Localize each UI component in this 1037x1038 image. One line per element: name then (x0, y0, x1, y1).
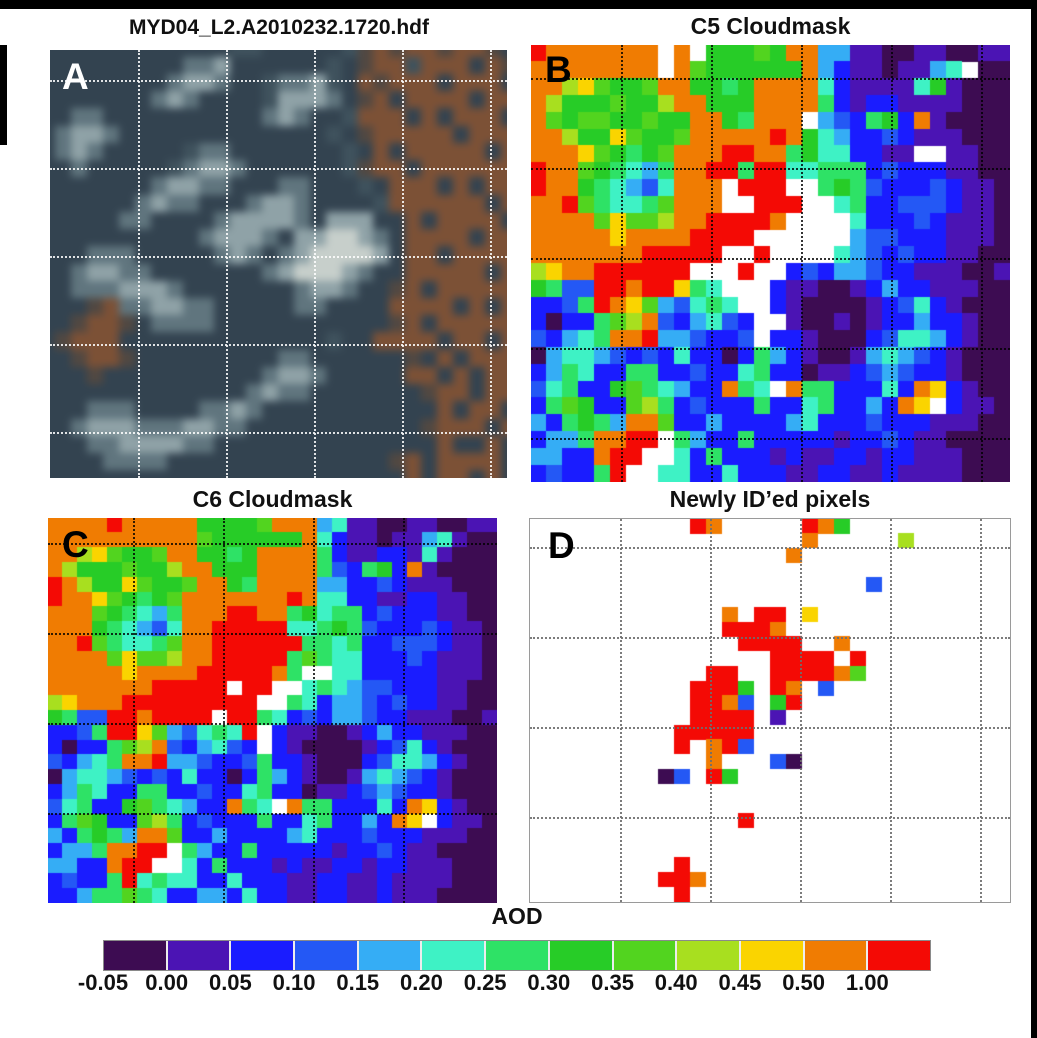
colorbar-segment (167, 941, 232, 970)
colorbar-tick-label: 1.00 (845, 970, 889, 995)
graticule-vline (133, 518, 135, 903)
panel-b-c5-cloudmask-map: B (531, 45, 1010, 482)
colorbar-tick-label: 0.20 (400, 970, 443, 995)
graticule-vline (313, 518, 315, 903)
panel-b-aod-canvas (531, 45, 1010, 482)
graticule-hline (531, 438, 1010, 440)
colorbar-segment (740, 941, 805, 970)
colorbar-tick-label: -0.05 (77, 970, 129, 995)
graticule-hline (530, 547, 1010, 549)
graticule-hline (48, 723, 497, 725)
graticule-hline (531, 168, 1010, 170)
panel-b-title: C5 Cloudmask (690, 13, 851, 39)
graticule-hline (530, 727, 1010, 729)
colorbar-tick-labels: -0.05 0.00 0.05 0.10 0.15 0.20 0.25 0.30 0.35 0.4… (0, 970, 1037, 1002)
graticule-hline (48, 813, 497, 815)
panel-a-satellite-canvas (50, 50, 507, 478)
colorbar-tick-label: 0.50 (782, 970, 826, 995)
graticule-vline (223, 518, 225, 903)
graticule-vline (710, 519, 712, 902)
colorbar-segment (804, 941, 869, 970)
graticule-vline (711, 45, 713, 482)
colorbar-tick-label: 0.10 (272, 970, 316, 995)
graticule-vline (891, 45, 893, 482)
panel-d-newly-identified-pixels-map: D (529, 518, 1011, 903)
graticule-hline (531, 348, 1010, 350)
panel-a-truecolor-image: A (50, 50, 507, 478)
top-border (0, 0, 1037, 9)
colorbar-tick-label: 0.45 (718, 970, 762, 995)
panel-b-letter-label: B (545, 49, 572, 90)
colorbar-segment (868, 941, 930, 970)
colorbar-segment (677, 941, 741, 970)
graticule-hline (530, 637, 1010, 639)
colorbar-title: AOD (491, 903, 543, 929)
colorbar-tick-label: 0.15 (336, 970, 380, 995)
graticule-vline (314, 50, 316, 478)
colorbar-segment (295, 941, 359, 970)
colorbar-tick-label: 0.30 (527, 970, 571, 995)
panel-c-letter-label: C (62, 524, 89, 565)
graticule-hline (50, 432, 507, 434)
colorbar-segment (358, 941, 423, 970)
colorbar-tick-label: 0.00 (145, 970, 189, 995)
graticule-vline (226, 50, 228, 478)
panel-c-title: C6 Cloudmask (192, 486, 353, 512)
colorbar-segment (486, 941, 550, 970)
graticule-vline (801, 45, 803, 482)
graticule-hline (50, 344, 507, 346)
colorbar-segment (613, 941, 678, 970)
aod-colorbar (103, 940, 931, 971)
graticule-hline (48, 543, 497, 545)
graticule-hline (530, 817, 1010, 819)
graticule-hline (50, 168, 507, 170)
panel-d-aod-canvas (530, 519, 1010, 902)
panel-c-c6-cloudmask-map: C (48, 518, 497, 903)
colorbar-tick-label: 0.40 (654, 970, 698, 995)
graticule-hline (50, 80, 507, 82)
graticule-vline (621, 45, 623, 482)
colorbar-tick-label: 0.05 (208, 970, 252, 995)
panel-d-title: Newly ID’ed pixels (669, 486, 871, 512)
graticule-vline (620, 519, 622, 902)
graticule-vline (981, 45, 983, 482)
graticule-vline (490, 50, 492, 478)
colorbar-segment (104, 941, 168, 970)
panel-d-letter-label: D (548, 525, 575, 566)
colorbar-tick-label: 0.25 (463, 970, 507, 995)
colorbar-tick-label: 0.35 (591, 970, 634, 995)
graticule-hline (531, 78, 1010, 80)
right-border (1031, 0, 1037, 1038)
left-border-mark (0, 45, 7, 145)
panel-c-aod-canvas (48, 518, 497, 903)
panel-a-title: MYD04_L2.A2010232.1720.hdf (129, 16, 429, 39)
colorbar-segment (549, 941, 614, 970)
graticule-hline (531, 258, 1010, 260)
graticule-vline (403, 518, 405, 903)
graticule-hline (48, 633, 497, 635)
graticule-vline (402, 50, 404, 478)
graticule-hline (50, 256, 507, 258)
colorbar-segment (422, 941, 487, 970)
graticule-vline (890, 519, 892, 902)
graticule-vline (800, 519, 802, 902)
colorbar-segment (231, 941, 296, 970)
panel-a-letter-label: A (62, 56, 89, 97)
graticule-vline (980, 519, 982, 902)
graticule-vline (138, 50, 140, 478)
